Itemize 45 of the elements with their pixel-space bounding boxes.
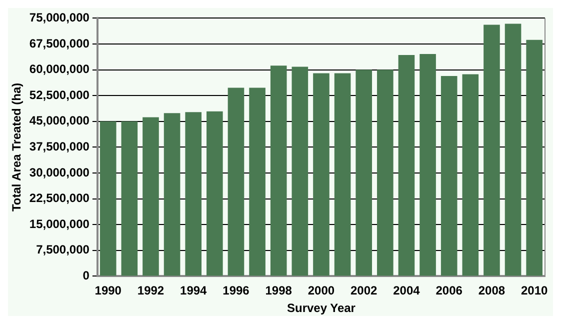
x-tick-label: 1994 <box>180 284 208 298</box>
bar <box>164 113 180 276</box>
bar <box>121 121 138 276</box>
x-tick-label: 1998 <box>265 284 292 298</box>
x-tick-label: 2002 <box>350 284 378 298</box>
bar <box>484 24 500 276</box>
bar <box>292 66 308 276</box>
y-tick-label: 52,500,000 <box>29 88 90 102</box>
y-axis-title: Total Area Treated (ha) <box>10 82 24 212</box>
y-tick-label: 0 <box>82 268 90 283</box>
y-tick-label: 30,000,000 <box>29 165 90 180</box>
bar <box>313 73 330 276</box>
x-axis-title: Survey Year <box>286 301 356 316</box>
bar <box>526 40 542 276</box>
bar <box>462 74 479 276</box>
bar <box>270 66 287 276</box>
x-tick-label: 2010 <box>520 284 548 298</box>
x-tick-label: 2006 <box>436 284 463 298</box>
x-tick-label: 2004 <box>393 284 420 298</box>
bar <box>398 55 415 276</box>
y-tick-label: 67,500,000 <box>29 36 90 50</box>
y-tick-label: 15,000,000 <box>29 216 90 231</box>
x-tick-label: 1992 <box>137 284 164 298</box>
y-tick-label: 60,000,000 <box>29 62 90 76</box>
bar <box>142 117 159 276</box>
bar <box>334 73 351 276</box>
bar <box>228 88 244 276</box>
bar <box>504 24 522 276</box>
bar <box>420 54 436 276</box>
bar <box>185 112 202 276</box>
y-tick-label: 37,500,000 <box>29 140 90 154</box>
y-tick-label: 7,500,000 <box>36 242 90 257</box>
x-tick-label: 2000 <box>308 284 335 298</box>
bar <box>249 88 266 276</box>
bar <box>440 76 458 276</box>
x-tick-label: 1996 <box>222 284 250 298</box>
y-tick-label: 45,000,000 <box>29 114 90 128</box>
y-tick-label: 22,500,000 <box>29 191 90 206</box>
bar <box>206 111 223 276</box>
x-tick-label: 1990 <box>94 284 122 298</box>
y-tick-label: 75,000,000 <box>29 10 90 25</box>
x-tick-label: 2008 <box>478 284 506 298</box>
bar <box>356 70 372 276</box>
bar <box>100 121 116 276</box>
bar <box>377 70 394 276</box>
